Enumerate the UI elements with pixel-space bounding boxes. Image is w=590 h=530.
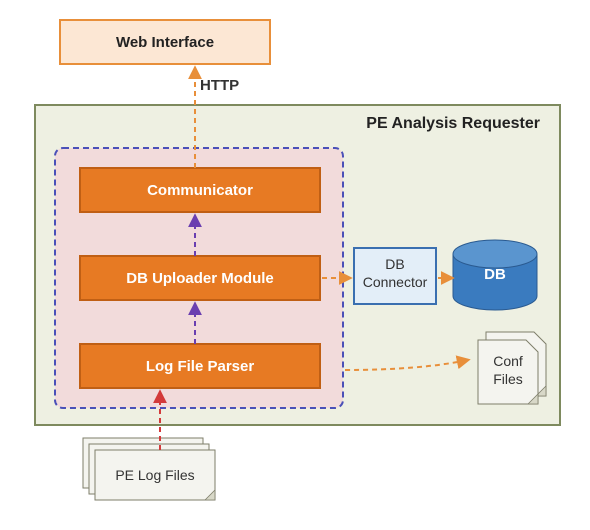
db-connector-label1: DB [385, 256, 404, 272]
web-interface-label: Web Interface [116, 34, 214, 51]
conf-files-label1: Conf [493, 353, 523, 369]
http-label: HTTP [200, 77, 239, 94]
conf-files-label2: Files [493, 371, 523, 387]
requester-label: PE Analysis Requester [366, 115, 540, 132]
pe-log-files-label: PE Log Files [115, 467, 194, 483]
db-connector-label2: Connector [363, 274, 428, 290]
db-label: DB [484, 266, 506, 283]
db-uploader-box-label: DB Uploader Module [126, 270, 274, 287]
communicator-box-label: Communicator [147, 182, 253, 199]
db-cylinder-top [453, 240, 537, 268]
architecture-diagram: PE Analysis Requester Web Interface HTTP Co… [0, 0, 590, 530]
log-parser-box-label: Log File Parser [146, 358, 255, 375]
